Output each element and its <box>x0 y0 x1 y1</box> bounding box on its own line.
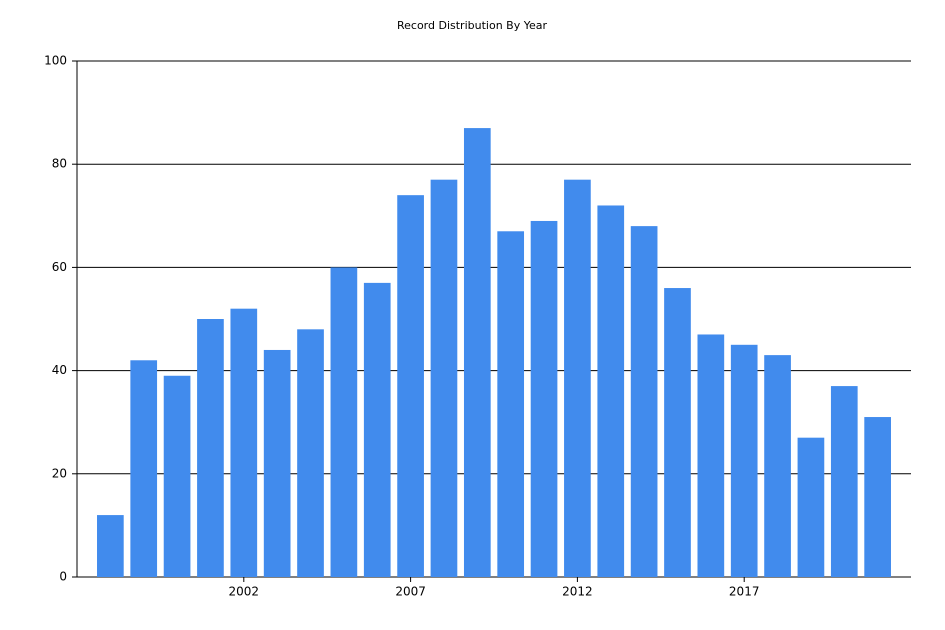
bar <box>130 360 158 577</box>
bar <box>263 349 291 577</box>
bar <box>297 329 324 577</box>
y-tick-label: 100 <box>44 54 67 68</box>
bar <box>764 355 791 577</box>
bar <box>97 515 124 577</box>
bar <box>163 375 191 577</box>
bar <box>864 417 891 577</box>
bar <box>564 179 591 577</box>
bar <box>397 195 424 577</box>
bar <box>230 308 258 577</box>
x-tick-label: 2017 <box>729 585 760 599</box>
chart-title: Record Distribution By Year <box>397 19 547 32</box>
bar <box>430 179 458 577</box>
y-tick-label: 40 <box>52 363 67 377</box>
y-tick-label: 0 <box>59 570 67 584</box>
bar <box>497 231 525 577</box>
bar <box>597 205 625 578</box>
bar <box>363 282 391 577</box>
bar <box>630 226 658 577</box>
bar <box>697 334 725 577</box>
x-tick-label: 2007 <box>395 585 426 599</box>
bar <box>797 437 825 577</box>
bar <box>197 319 224 577</box>
bar <box>830 386 858 577</box>
bar <box>530 220 558 577</box>
bar <box>463 128 491 577</box>
x-tick-label: 2002 <box>229 585 260 599</box>
y-tick-label: 60 <box>52 260 67 274</box>
bar <box>330 267 358 577</box>
bar <box>730 344 758 577</box>
bar <box>664 288 691 577</box>
y-tick-label: 80 <box>52 157 67 171</box>
x-tick-label: 2012 <box>562 585 593 599</box>
y-tick-label: 20 <box>52 466 67 480</box>
